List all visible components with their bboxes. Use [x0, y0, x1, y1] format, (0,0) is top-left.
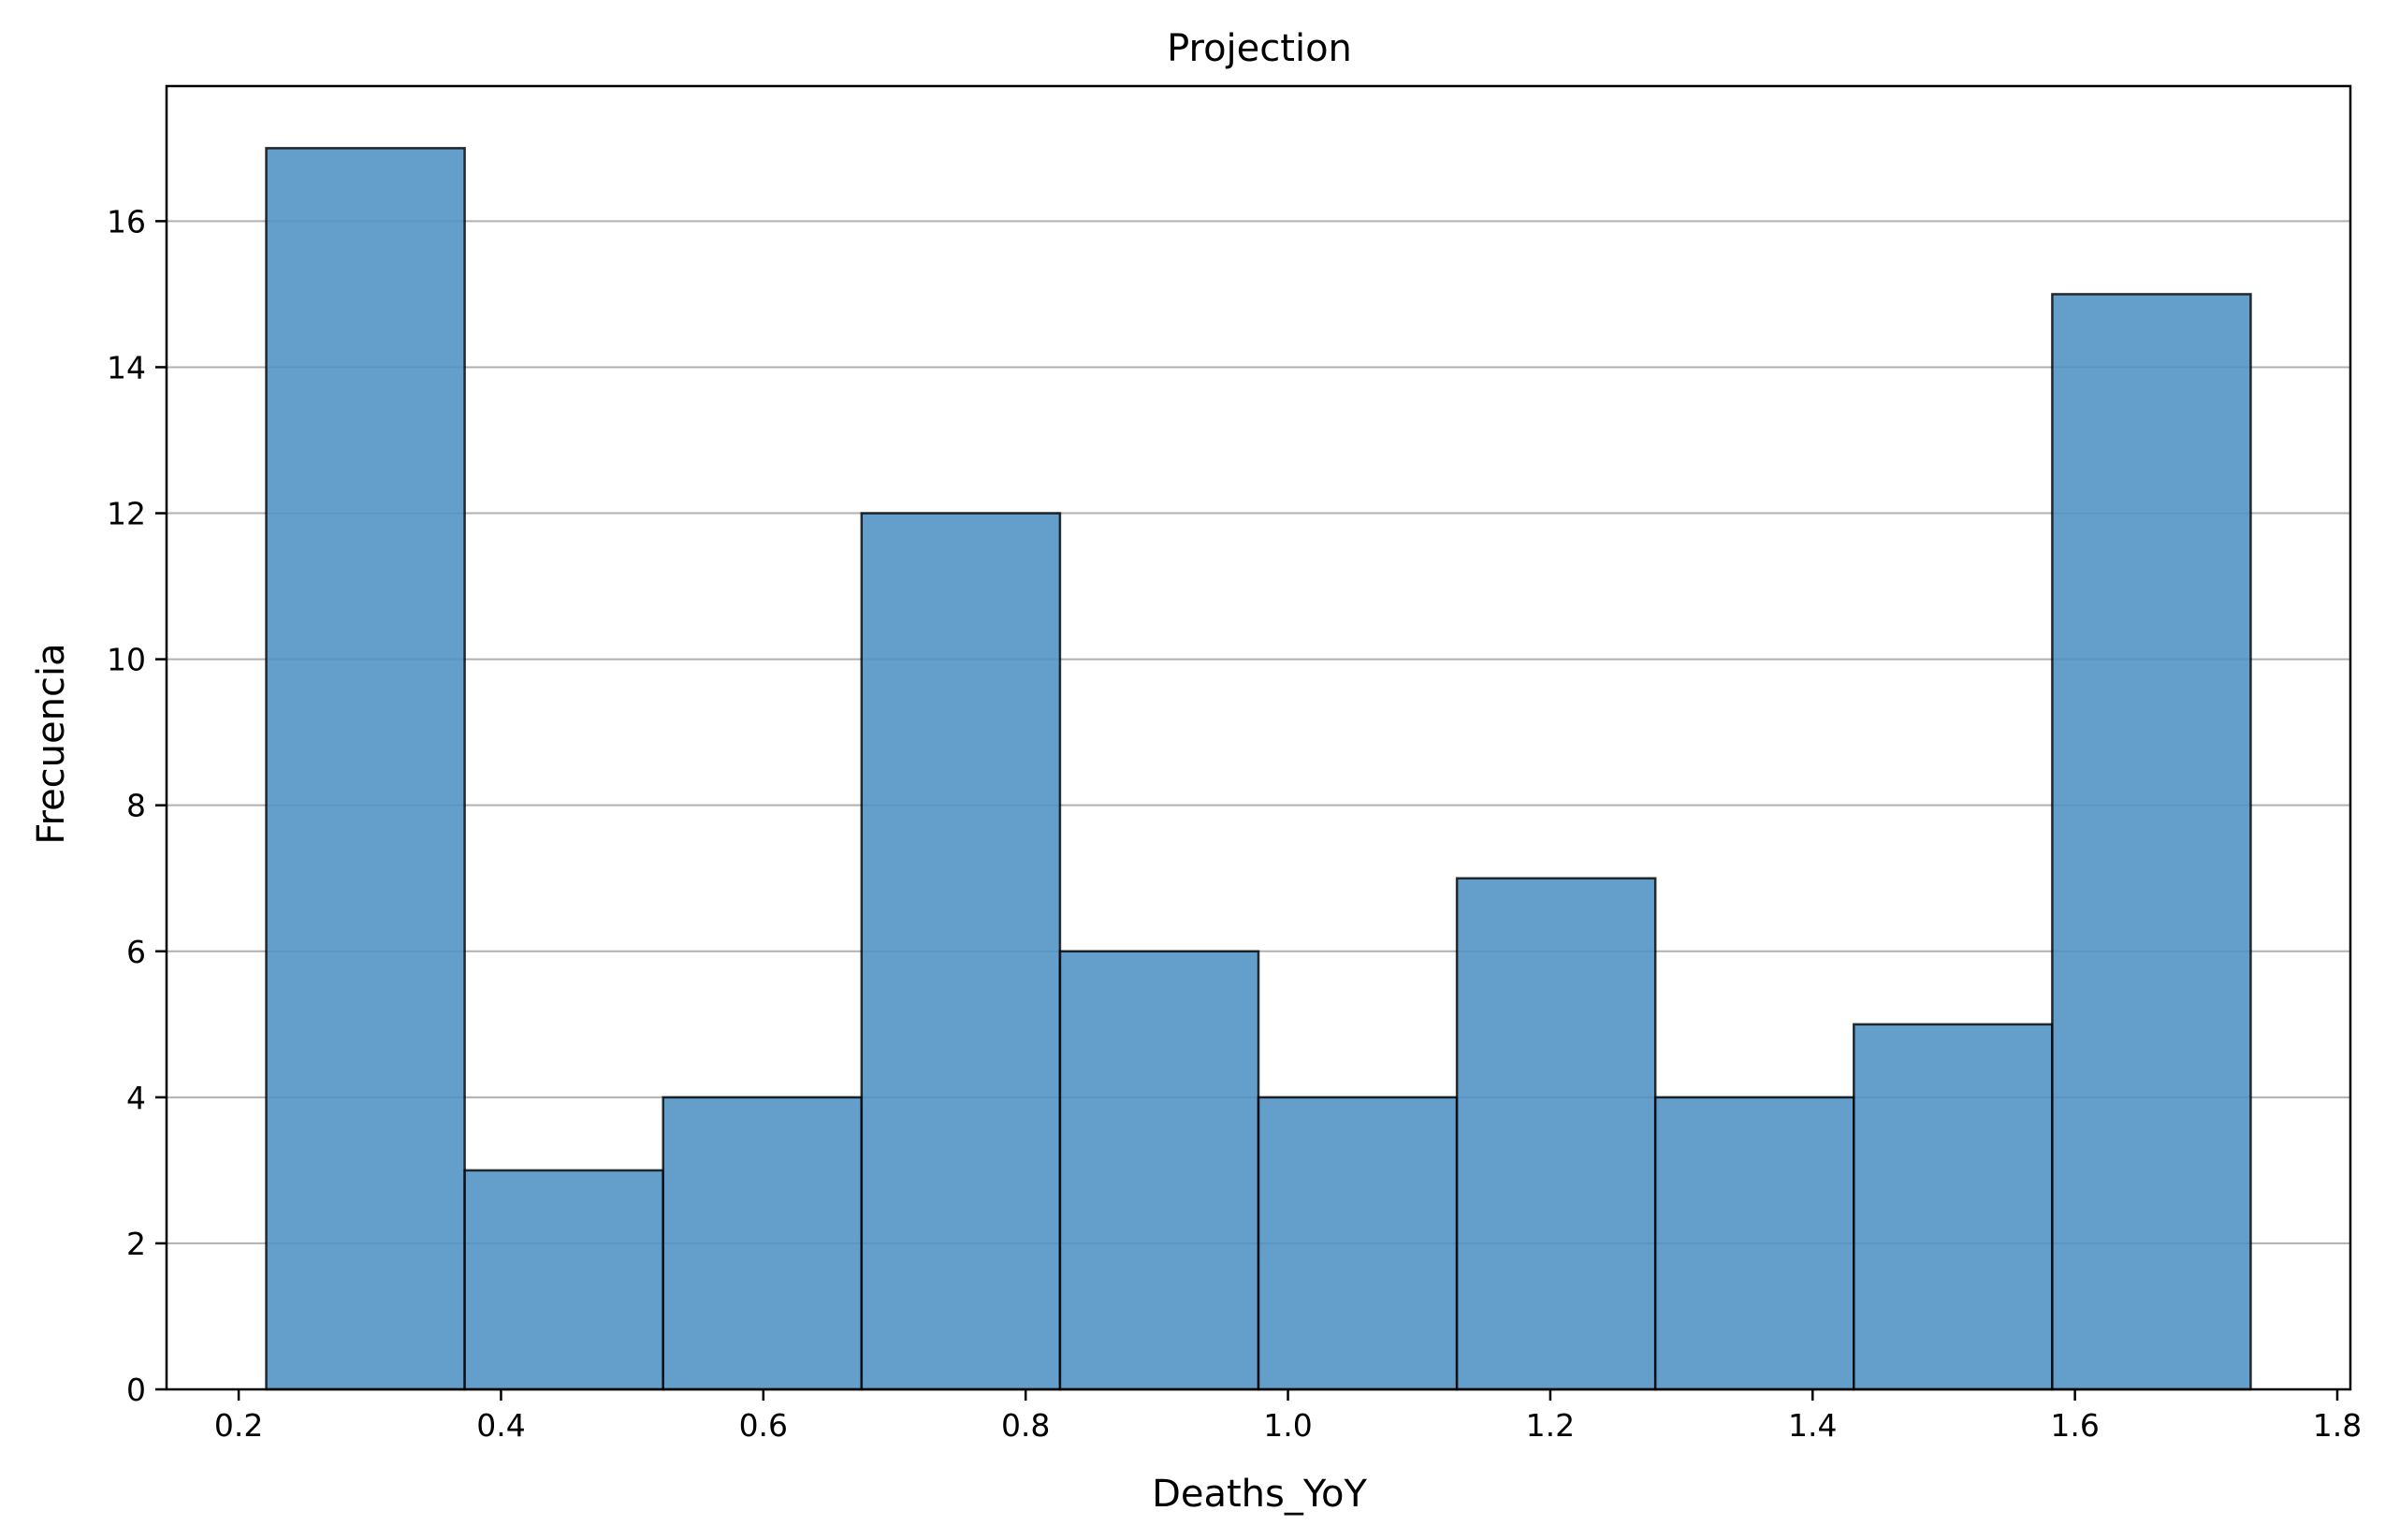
- histogram-bar: [860, 512, 1062, 1391]
- histogram-bar: [1058, 950, 1260, 1391]
- plot-frame: [165, 84, 2352, 1391]
- y-tick-label: 14: [107, 349, 146, 385]
- chart-title: Projection: [1167, 27, 1352, 70]
- y-tick-label: 12: [107, 496, 146, 532]
- histogram-bar: [1853, 1023, 2054, 1391]
- histogram-bar: [662, 1096, 864, 1391]
- y-axis-ticks: 0 2 4 6 8 10 12 14 16: [107, 203, 167, 1408]
- histogram-bar: [2051, 293, 2252, 1391]
- x-tick-label: 1.8: [2313, 1407, 2362, 1444]
- y-tick-label: 8: [126, 788, 146, 824]
- y-tick-label: 4: [126, 1080, 146, 1116]
- y-tick-label: 10: [107, 642, 146, 678]
- x-tick-label: 1.2: [1526, 1407, 1575, 1444]
- x-tick-label: 0.2: [214, 1407, 263, 1444]
- y-tick-label: 16: [107, 203, 146, 240]
- x-tick-label: 1.0: [1263, 1407, 1312, 1444]
- y-tick-label: 6: [126, 934, 146, 970]
- x-axis-label: Deaths_YoY: [1152, 1473, 1367, 1516]
- x-tick-label: 0.6: [739, 1407, 788, 1444]
- y-axis-label: Frecuencia: [30, 643, 73, 844]
- x-tick-label: 0.4: [476, 1407, 525, 1444]
- histogram-bar: [1653, 1096, 1855, 1391]
- histogram-bar: [1257, 1096, 1459, 1391]
- x-tick-label: 0.8: [1001, 1407, 1050, 1444]
- x-axis-ticks: 0.2 0.4 0.6 0.8 1.0 1.2 1.4 1.6 1.8: [214, 1389, 2362, 1444]
- histogram-bar: [1455, 877, 1657, 1391]
- x-tick-label: 1.6: [2050, 1407, 2099, 1444]
- y-tick-label: 0: [126, 1372, 146, 1408]
- histogram-bar: [463, 1169, 664, 1391]
- histogram-bar: [265, 147, 466, 1391]
- y-tick-label: 2: [126, 1226, 146, 1262]
- histogram-bars: [265, 147, 2252, 1391]
- x-tick-label: 1.4: [1788, 1407, 1837, 1444]
